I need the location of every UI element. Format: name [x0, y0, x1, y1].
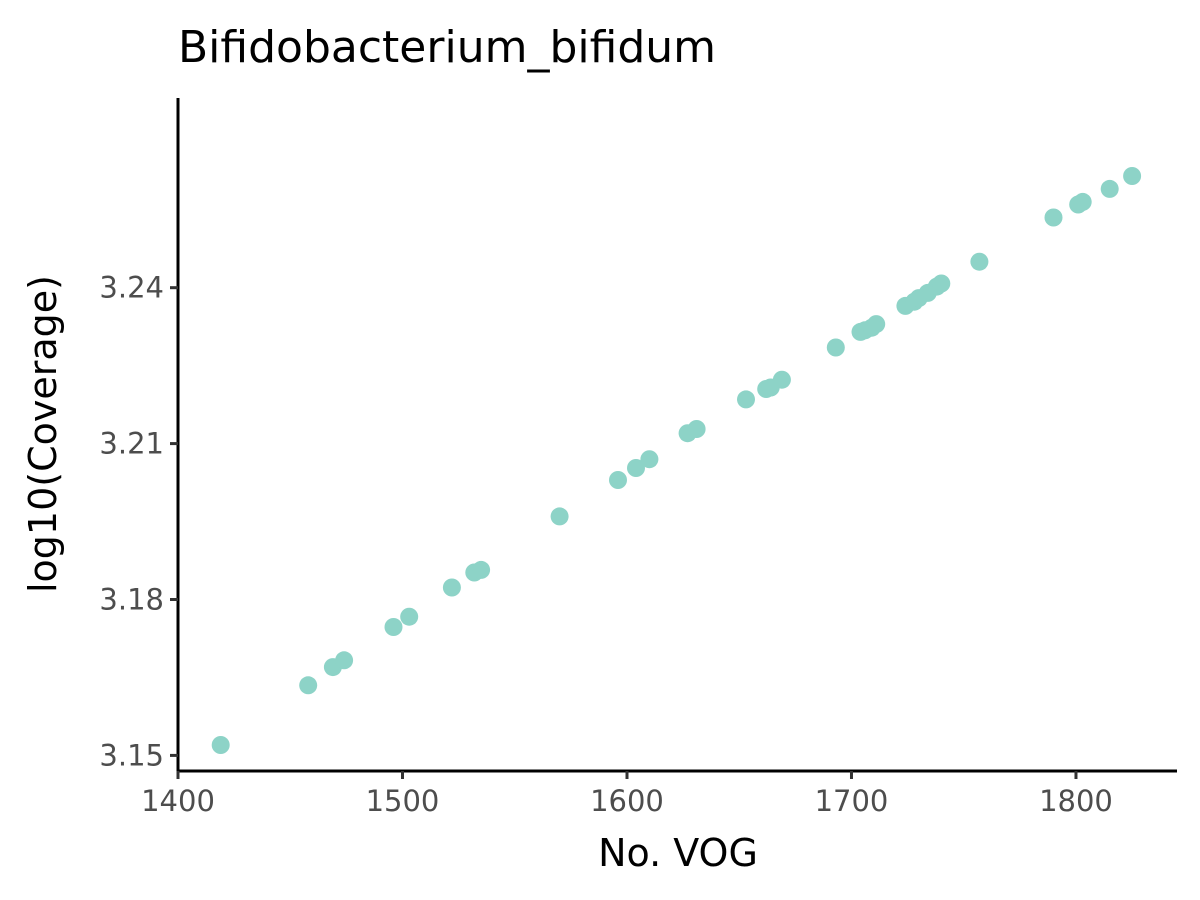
- data-point-5: [384, 618, 403, 636]
- y-tick-label: 3.24: [99, 271, 164, 305]
- x-tick-label: 1700: [815, 784, 889, 818]
- chart-title: Bifidobacterium_bifidum: [178, 22, 716, 73]
- x-tick-label: 1800: [1039, 784, 1113, 818]
- x-tick-label: 1600: [590, 784, 664, 818]
- data-point-35: [1100, 179, 1119, 198]
- x-axis-title: No. VOG: [598, 831, 758, 875]
- y-tick-label: 3.18: [99, 583, 164, 617]
- data-point-15: [687, 420, 706, 438]
- data-point-19: [772, 370, 791, 389]
- data-point-13: [640, 450, 659, 469]
- data-point-4: [335, 651, 354, 670]
- data-point-9: [472, 560, 491, 579]
- data-point-6: [400, 607, 419, 626]
- data-point-12: [627, 459, 645, 477]
- x-ticks: 1400 1500 1600 1700 1800: [141, 771, 1113, 818]
- data-point-20: [826, 338, 845, 357]
- data-point-2: [299, 676, 318, 695]
- x-tick-label: 1500: [366, 784, 440, 818]
- data-point-16: [737, 390, 755, 409]
- data-point-7: [442, 578, 461, 597]
- data-point-32: [1044, 208, 1063, 227]
- data-point-1: [211, 736, 230, 754]
- data-point-31: [970, 252, 989, 271]
- y-ticks: 3.15 3.18 3.21 3.24: [99, 271, 178, 772]
- data-point-30: [932, 274, 951, 293]
- points-layer: [211, 167, 1142, 754]
- y-tick-label: 3.21: [99, 427, 164, 461]
- data-point-36: [1123, 167, 1142, 185]
- y-tick-label: 3.15: [99, 738, 164, 772]
- data-point-24: [867, 315, 886, 334]
- x-tick-label: 1400: [141, 784, 215, 818]
- data-point-10: [550, 507, 569, 526]
- y-axis-title: log10(Coverage): [21, 275, 65, 593]
- data-point-11: [609, 471, 627, 489]
- data-point-34: [1073, 192, 1092, 211]
